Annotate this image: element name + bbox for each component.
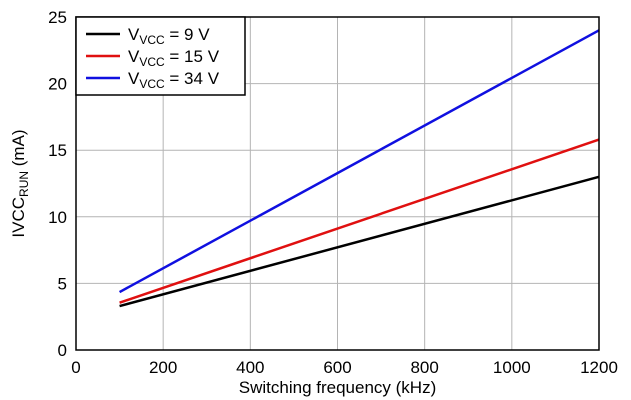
x-tick-label: 600 [323, 358, 351, 377]
y-axis-label: IVCCRUN (mA) [9, 129, 31, 237]
x-tick-label: 1200 [580, 358, 618, 377]
grid-lines [76, 17, 599, 350]
legend-label: VVCC = 9 V [128, 25, 210, 47]
x-tick-label: 200 [149, 358, 177, 377]
plot-frame [75, 16, 600, 351]
legend-item: VVCC = 15 V [86, 47, 220, 69]
y-tick-label: 5 [58, 274, 67, 293]
series-lines [118, 29, 600, 308]
y-tick-label: 25 [48, 8, 67, 27]
legend-item: VVCC = 34 V [86, 69, 220, 91]
legend-label: VVCC = 15 V [128, 47, 220, 69]
x-tick-label: 800 [410, 358, 438, 377]
series-line-34v [118, 29, 600, 294]
y-tick-label: 10 [48, 208, 67, 227]
x-tick-label: 0 [71, 358, 80, 377]
x-tick-label: 1000 [493, 358, 531, 377]
series-line-15v [119, 138, 600, 304]
y-tick-label: 0 [58, 341, 67, 360]
legend-item: VVCC = 9 V [86, 25, 210, 47]
tick-labels: 0 200 400 600 800 1000 1200 0 5 10 15 20 25 [48, 8, 618, 377]
legend-label: VVCC = 34 V [128, 69, 220, 91]
y-tick-label: 20 [48, 75, 67, 94]
x-axis-label: Switching frequency (kHz) [239, 378, 436, 397]
x-tick-label: 400 [236, 358, 264, 377]
y-tick-label: 15 [48, 141, 67, 160]
series-line-9v [119, 175, 600, 308]
